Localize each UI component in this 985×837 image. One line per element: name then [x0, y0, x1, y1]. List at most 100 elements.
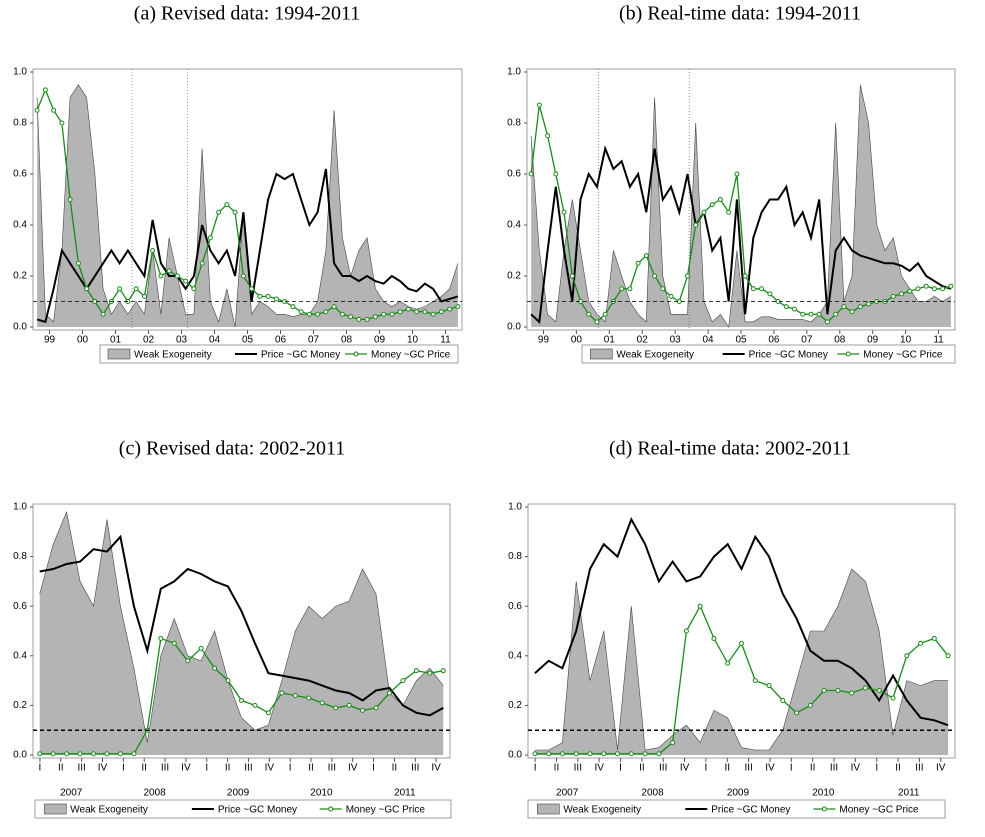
- marker: [212, 665, 218, 671]
- marker: [265, 710, 271, 716]
- x-tick-label: I: [790, 763, 793, 774]
- marker: [166, 268, 172, 274]
- x-tick-label: 04: [209, 335, 221, 346]
- x-group-label: 2009: [727, 788, 750, 799]
- x-tick-label: III: [915, 763, 923, 774]
- y-tick-label: 0.6: [13, 601, 27, 612]
- x-tick-label: III: [161, 763, 169, 774]
- x-tick-label: III: [659, 763, 667, 774]
- panel: (a) Revised data: 1994-2011 0.0 0.2 0.4 0.6 0…: [13, 3, 463, 364]
- marker: [100, 311, 106, 317]
- marker: [207, 235, 213, 241]
- panel-title: (a) Revised data: 1994-2011: [134, 3, 360, 25]
- legend-swatch: [107, 348, 131, 360]
- marker: [587, 751, 593, 757]
- y-tick-label: 0.0: [13, 322, 27, 333]
- x-tick-label: III: [77, 763, 85, 774]
- y-tick-label: 0.8: [507, 118, 521, 129]
- x-tick-label: IV: [680, 763, 690, 774]
- marker: [907, 288, 913, 294]
- marker: [701, 209, 707, 215]
- marker: [685, 273, 690, 279]
- marker: [430, 311, 436, 317]
- series-line: [39, 534, 444, 717]
- marker: [816, 311, 822, 317]
- x-tick-label: 08: [834, 335, 846, 346]
- marker: [780, 697, 786, 703]
- legend-label: Price ~GC Money: [749, 350, 828, 361]
- y-tick-label: 0.2: [508, 700, 522, 711]
- y-tick-label: 1.0: [13, 502, 27, 513]
- marker: [835, 688, 841, 694]
- marker: [298, 309, 304, 315]
- legend-box: [581, 344, 956, 364]
- x-tick-label: III: [411, 763, 419, 774]
- marker: [381, 311, 387, 317]
- marker: [191, 286, 197, 292]
- y-tick-label: 0.8: [13, 551, 27, 562]
- marker: [389, 311, 395, 317]
- y-tick-label: 0.4: [507, 220, 521, 231]
- x-tick-label: I: [39, 763, 42, 774]
- marker: [693, 222, 699, 228]
- x-tick-label: II: [895, 763, 901, 774]
- legend-label: Money ~GC Price: [371, 350, 451, 361]
- marker: [265, 293, 271, 299]
- marker: [849, 309, 855, 315]
- x-group-label: 2007: [60, 788, 83, 799]
- x-tick-label: 03: [176, 335, 188, 346]
- x-tick-label: 07: [308, 335, 320, 346]
- legend-label: Money ~GC Price: [863, 350, 943, 361]
- panel: (d) Real-time data: 2002-2011 0.0 0.2 0.4 0.…: [508, 438, 956, 819]
- marker: [594, 319, 600, 325]
- marker: [945, 653, 951, 659]
- y-tick-label: 0.4: [13, 220, 27, 231]
- area-fill: [531, 84, 951, 327]
- marker: [150, 248, 156, 253]
- plot-area: [527, 69, 955, 330]
- marker: [183, 278, 189, 284]
- y-tick-label: 0.2: [507, 271, 521, 282]
- x-tick-label: IV: [265, 763, 275, 774]
- marker: [876, 688, 882, 694]
- y-tick-label: 0.6: [507, 169, 521, 180]
- marker: [249, 286, 255, 292]
- marker: [356, 316, 362, 322]
- marker: [899, 291, 904, 297]
- x-tick-label: IV: [98, 763, 108, 774]
- marker: [438, 309, 444, 315]
- x-tick-label: 05: [735, 335, 747, 346]
- marker: [652, 273, 658, 279]
- marker: [414, 309, 420, 315]
- x-tick-label: 08: [341, 335, 353, 346]
- x-tick-label: III: [830, 763, 838, 774]
- marker: [742, 273, 748, 279]
- legend-swatch: [43, 803, 67, 815]
- x-tick-label: 01: [110, 335, 122, 346]
- marker: [619, 286, 625, 292]
- marker: [528, 171, 534, 177]
- marker: [783, 304, 789, 310]
- series-line: [530, 145, 952, 324]
- x-tick-label: II: [225, 763, 231, 774]
- marker: [918, 640, 924, 646]
- marker: [117, 751, 123, 757]
- marker: [84, 286, 90, 292]
- marker: [323, 309, 329, 315]
- y-tick-label: 0.8: [13, 118, 27, 129]
- marker: [711, 635, 717, 641]
- marker: [397, 309, 403, 315]
- x-tick-label: II: [639, 763, 645, 774]
- marker: [42, 87, 48, 93]
- marker: [750, 286, 756, 292]
- x-tick-label: II: [58, 763, 64, 774]
- x-group-label: 2010: [310, 788, 333, 799]
- marker: [331, 304, 337, 310]
- y-tick-label: 0.4: [13, 650, 27, 661]
- marker: [536, 102, 542, 108]
- marker: [386, 690, 392, 696]
- x-tick-label: I: [534, 763, 537, 774]
- x-group-label: 2010: [812, 788, 835, 799]
- x-tick-label: 00: [571, 335, 583, 346]
- panel-title: (d) Real-time data: 2002-2011: [609, 438, 851, 460]
